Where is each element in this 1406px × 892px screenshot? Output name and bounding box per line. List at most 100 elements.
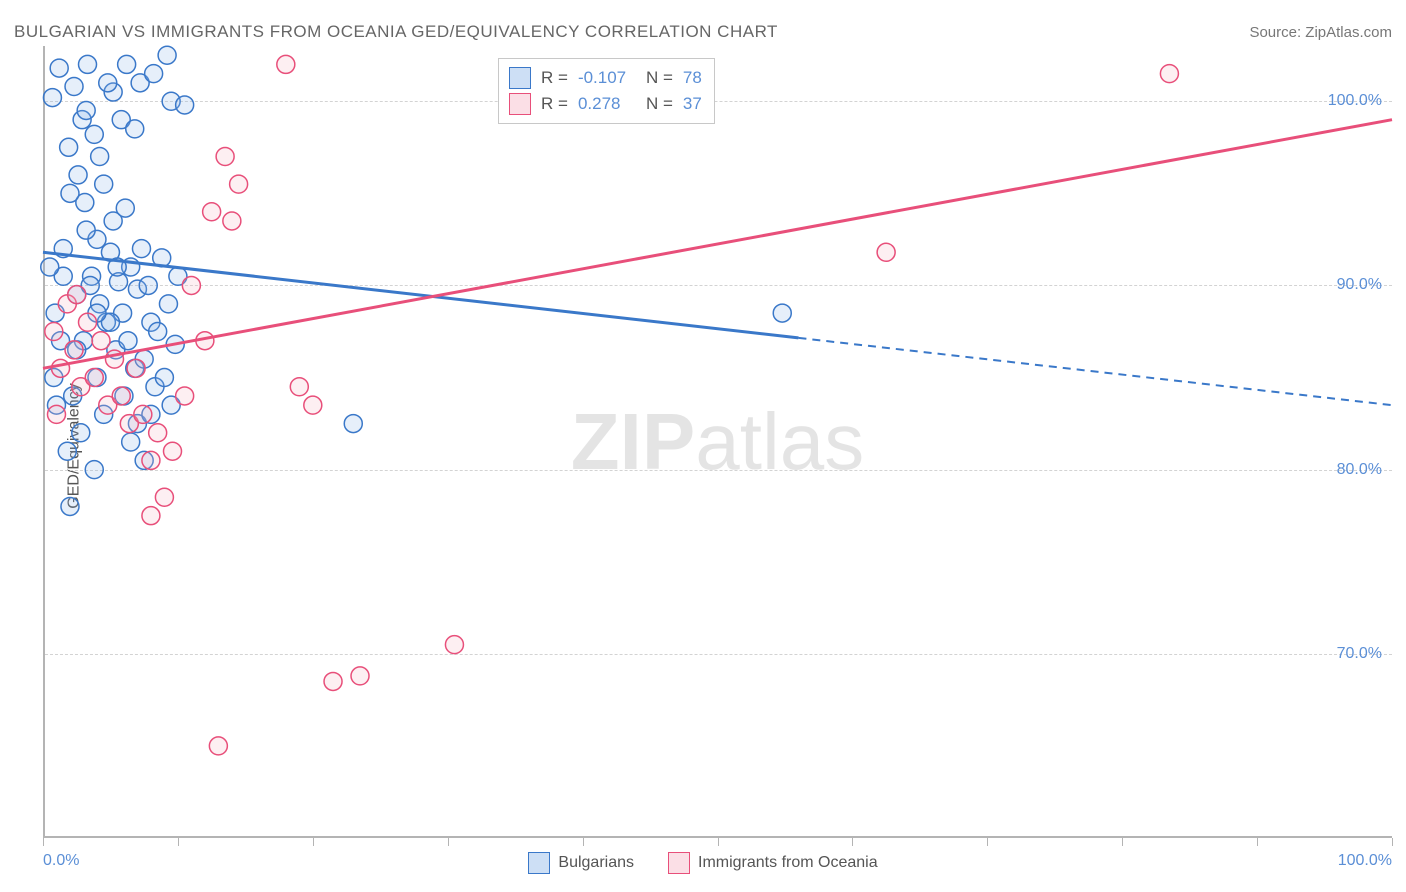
stats-legend-row: R = 0.278 N = 37 [509,91,702,117]
data-point [132,240,150,258]
data-point [155,488,173,506]
data-point [164,442,182,460]
data-point [112,387,130,405]
legend-label: Bulgarians [558,854,634,872]
trend-line-extrapolated [798,338,1392,405]
data-point [92,332,110,350]
data-point [65,341,83,359]
data-point [58,442,76,460]
x-tick [718,838,719,846]
x-tick [852,838,853,846]
data-point [126,120,144,138]
chart-title: BULGARIAN VS IMMIGRANTS FROM OCEANIA GED… [14,22,778,42]
r-value: 0.278 [578,94,636,114]
data-point [122,433,140,451]
scatter-plot [43,46,1392,838]
data-point [773,304,791,322]
data-point [47,405,65,423]
data-point [445,636,463,654]
data-point [85,461,103,479]
legend-swatch [668,852,690,874]
x-tick [1257,838,1258,846]
x-tick [583,838,584,846]
x-tick [178,838,179,846]
data-point [85,369,103,387]
data-point [277,55,295,73]
source-attribution: Source: ZipAtlas.com [1249,24,1392,41]
legend-swatch [528,852,550,874]
trend-line [43,120,1392,369]
series-legend: Bulgarians Immigrants from Oceania [0,852,1406,874]
x-tick [1392,838,1393,846]
data-point [116,199,134,217]
x-tick [987,838,988,846]
data-point [159,295,177,313]
data-point [134,405,152,423]
legend-swatch [509,93,531,115]
legend-item: Immigrants from Oceania [668,852,878,874]
data-point [142,451,160,469]
data-point [290,378,308,396]
n-value: 37 [683,94,702,114]
data-point [216,148,234,166]
data-point [99,74,117,92]
data-point [77,101,95,119]
data-point [77,221,95,239]
data-point [61,184,79,202]
x-tick [313,838,314,846]
data-point [209,737,227,755]
r-label: R = [541,68,568,88]
data-point [145,65,163,83]
data-point [139,276,157,294]
data-point [877,243,895,261]
data-point [85,125,103,143]
data-point [60,138,78,156]
data-point [41,258,59,276]
data-point [176,96,194,114]
x-tick [1122,838,1123,846]
data-point [68,286,86,304]
data-point [72,424,90,442]
chart-area: 70.0%80.0%90.0%100.0% ZIPatlas R =-0.107… [43,46,1392,838]
data-point [118,55,136,73]
data-point [50,59,68,77]
data-point [182,276,200,294]
data-point [43,89,61,107]
stats-legend-row: R = -0.107 N = 78 [509,65,702,91]
data-point [203,203,221,221]
data-point [61,497,79,515]
data-point [52,359,70,377]
data-point [149,322,167,340]
data-point [176,387,194,405]
data-point [69,166,87,184]
n-label: N = [646,94,673,114]
data-point [223,212,241,230]
data-point [230,175,248,193]
data-point [95,175,113,193]
stats-legend: R = -0.107 N = 78 R = 0.278 N = 37 [498,58,715,124]
data-point [304,396,322,414]
data-point [65,78,83,96]
data-point [79,313,97,331]
data-point [91,148,109,166]
n-label: N = [646,68,673,88]
n-value: 78 [683,68,702,88]
data-point [79,55,97,73]
data-point [344,415,362,433]
r-value: -0.107 [578,68,636,88]
data-point [158,46,176,64]
legend-swatch [509,67,531,89]
legend-item: Bulgarians [528,852,634,874]
data-point [1160,65,1178,83]
legend-label: Immigrants from Oceania [698,854,878,872]
r-label: R = [541,94,568,114]
data-point [45,322,63,340]
data-point [127,359,145,377]
data-point [119,332,137,350]
x-tick [448,838,449,846]
data-point [155,369,173,387]
data-point [324,672,342,690]
data-point [149,424,167,442]
data-point [351,667,369,685]
x-tick [43,838,44,846]
